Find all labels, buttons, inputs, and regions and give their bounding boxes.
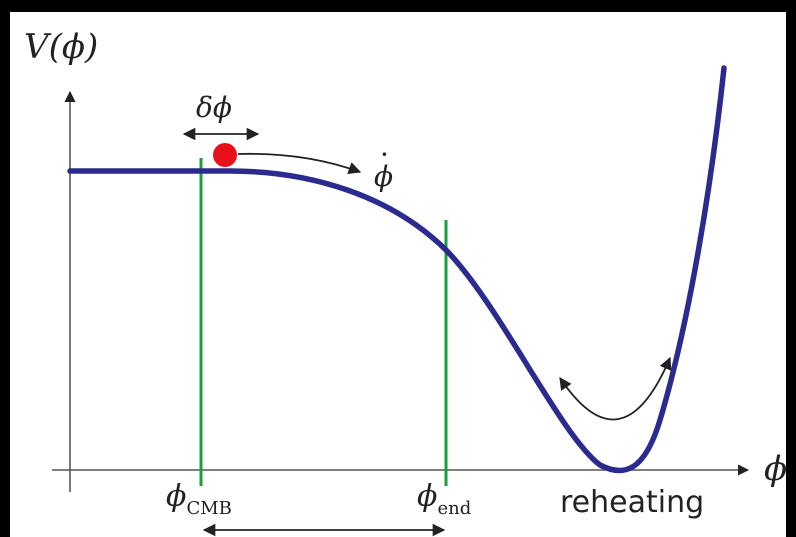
end-label-subscript: end <box>437 498 471 519</box>
x-axis-label: ϕ <box>764 449 787 489</box>
y-axis-label: V(ϕ) <box>24 27 98 67</box>
reheating-label: reheating <box>560 485 704 520</box>
y-axis-label-arg: (ϕ) <box>49 27 99 67</box>
end-label-symbol: ϕ <box>417 479 437 514</box>
velocity-dot: · <box>380 138 389 171</box>
fluctuation-label: δϕ <box>196 91 232 124</box>
cmb-label-symbol: ϕ <box>166 479 186 514</box>
field-ball <box>213 143 237 167</box>
diagram-canvas <box>10 12 786 537</box>
cmb-label-subscript: CMB <box>186 498 231 519</box>
